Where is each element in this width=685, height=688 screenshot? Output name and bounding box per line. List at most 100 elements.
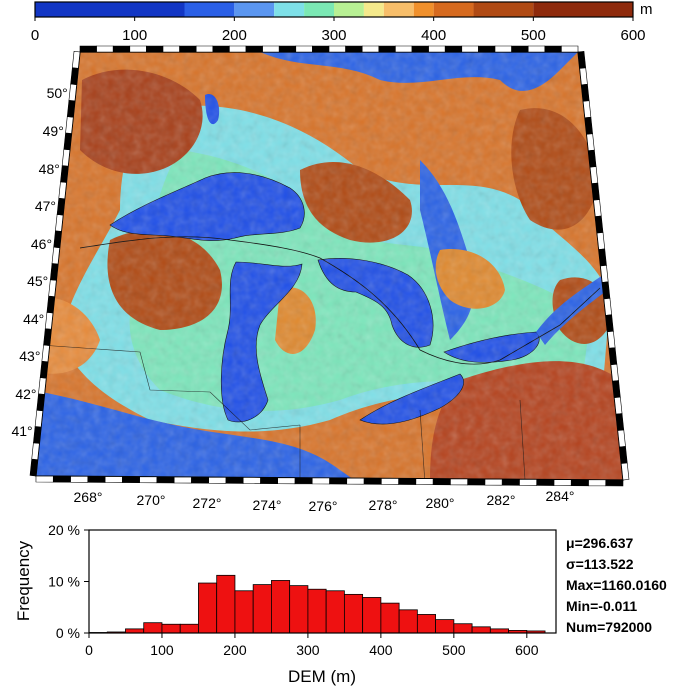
histogram-bar bbox=[453, 623, 473, 634]
latitude-label: 48° bbox=[39, 161, 60, 177]
stat-std: σ=113.522 bbox=[566, 556, 634, 572]
latitude-labels: 50° 49° 48° 47° 46° 45° 44° 43° 42° 41° bbox=[11, 85, 67, 439]
frame-checker-cell bbox=[35, 475, 54, 483]
frame-checker-cell bbox=[139, 476, 158, 484]
histogram-bar bbox=[289, 585, 309, 634]
longitude-label: 276° bbox=[309, 498, 338, 514]
frame-checker-cell bbox=[55, 214, 64, 232]
histogram-bar bbox=[234, 590, 254, 634]
frame-checker-cell bbox=[173, 476, 192, 484]
histogram-bar bbox=[125, 628, 145, 634]
histogram-bar bbox=[143, 622, 163, 634]
frame-checker-cell bbox=[363, 477, 382, 485]
frame-checker-cell bbox=[53, 230, 62, 249]
frame-checker-cell bbox=[329, 477, 348, 485]
frame-checker-cell bbox=[34, 409, 44, 428]
frame-checker-cell bbox=[208, 476, 227, 484]
histogram-bar bbox=[489, 628, 509, 634]
colorbar: 0 100 200 300 400 500 600 m bbox=[31, 1, 653, 44]
frame-checker-cell bbox=[36, 393, 45, 412]
frame-checker-cell bbox=[41, 344, 50, 363]
colorbar-segment-8 bbox=[413, 2, 434, 17]
frame-checker-cell bbox=[444, 45, 463, 53]
colorbar-segment-4 bbox=[304, 2, 334, 17]
frame-checker-cell bbox=[484, 478, 503, 486]
colorbar-tick-label: 0 bbox=[31, 27, 39, 44]
frame-checker-cell bbox=[553, 479, 572, 486]
frame-checker-cell bbox=[72, 51, 81, 69]
stat-min: Min=-0.011 bbox=[566, 598, 637, 614]
frame-checker-cell bbox=[428, 45, 446, 53]
x-tick-label: 600 bbox=[515, 642, 539, 658]
stat-max: Max=1160.0160 bbox=[566, 577, 667, 593]
colorbar-segment-0 bbox=[35, 2, 185, 17]
longitude-label: 270° bbox=[137, 492, 166, 508]
frame-checker-cell bbox=[245, 45, 263, 53]
frame-checker-cell bbox=[63, 132, 72, 151]
frame-checker-cell bbox=[52, 475, 71, 483]
histogram-bar bbox=[471, 626, 491, 634]
frame-checker-cell bbox=[467, 478, 486, 486]
histogram-bar bbox=[216, 574, 236, 634]
frame-checker-cell bbox=[96, 45, 114, 53]
frame-checker-cell bbox=[277, 477, 296, 485]
y-tick-label: 20 % bbox=[48, 522, 80, 538]
frame-checker-cell bbox=[450, 478, 468, 486]
colorbar-tick-label: 100 bbox=[122, 27, 147, 44]
frame-checker-cell bbox=[511, 45, 529, 53]
latitude-label: 49° bbox=[43, 123, 64, 139]
frame-checker-cell bbox=[605, 479, 624, 487]
frame-checker-cell bbox=[46, 295, 55, 314]
frame-checker-cell bbox=[129, 45, 147, 53]
x-tick-label: 300 bbox=[296, 642, 320, 658]
histogram: 0 %10 %20 % 0 100 200 300 400 500 600 DEM (m) … bbox=[14, 522, 667, 686]
frame-checker-cell bbox=[58, 181, 67, 200]
latitude-label: 50° bbox=[47, 85, 68, 101]
colorbar-tick-label: 200 bbox=[222, 27, 247, 44]
latitude-label: 43° bbox=[19, 348, 40, 364]
y-tick-label: 0 % bbox=[56, 625, 80, 641]
longitude-label: 280° bbox=[426, 495, 455, 511]
longitude-label: 268° bbox=[74, 489, 103, 505]
x-tick-label: 100 bbox=[150, 642, 174, 658]
frame-checker-cell bbox=[87, 476, 106, 483]
frame-checker-cell bbox=[156, 476, 175, 484]
longitude-labels: 268° 270° 272° 274° 276° 278° 280° 282° 284° bbox=[74, 488, 575, 514]
x-tick-label: 500 bbox=[442, 642, 466, 658]
histogram-bar bbox=[362, 597, 382, 634]
frame-checker-cell bbox=[121, 476, 140, 484]
frame-checker-cell bbox=[294, 477, 313, 485]
frame-checker-cell bbox=[225, 476, 244, 484]
latitude-label: 46° bbox=[31, 236, 52, 252]
histogram-x-label: DEM (m) bbox=[288, 667, 356, 686]
map-frame-checker bbox=[29, 45, 630, 487]
frame-checker-cell bbox=[61, 148, 71, 167]
frame-checker-cell bbox=[43, 328, 52, 346]
frame-checker-cell bbox=[328, 45, 346, 53]
colorbar-segment-10 bbox=[473, 2, 534, 17]
frame-checker-cell bbox=[311, 477, 330, 485]
frame-checker-cell bbox=[411, 45, 429, 53]
y-tick-label: 10 % bbox=[48, 574, 80, 590]
frame-checker-cell bbox=[65, 116, 74, 134]
frame-checker-cell bbox=[527, 45, 546, 53]
colorbar-segments bbox=[35, 2, 633, 17]
colorbar-segment-11 bbox=[533, 2, 633, 17]
frame-checker-cell bbox=[79, 45, 97, 53]
frame-checker-cell bbox=[312, 45, 330, 53]
terrain-shading bbox=[36, 52, 623, 480]
colorbar-segment-9 bbox=[433, 2, 474, 17]
histogram-bar bbox=[343, 593, 364, 634]
latitude-label: 44° bbox=[23, 311, 44, 327]
histogram-bar bbox=[271, 580, 291, 634]
frame-checker-cell bbox=[588, 479, 607, 487]
colorbar-tick-label: 600 bbox=[620, 27, 645, 44]
frame-checker-cell bbox=[70, 475, 89, 483]
frame-checker-cell bbox=[295, 45, 313, 53]
frame-checker-cell bbox=[262, 45, 280, 53]
histogram-bar bbox=[198, 582, 218, 634]
frame-checker-cell bbox=[212, 45, 230, 53]
frame-checker-cell bbox=[50, 263, 59, 281]
histogram-y-label: Frequency bbox=[14, 540, 33, 621]
